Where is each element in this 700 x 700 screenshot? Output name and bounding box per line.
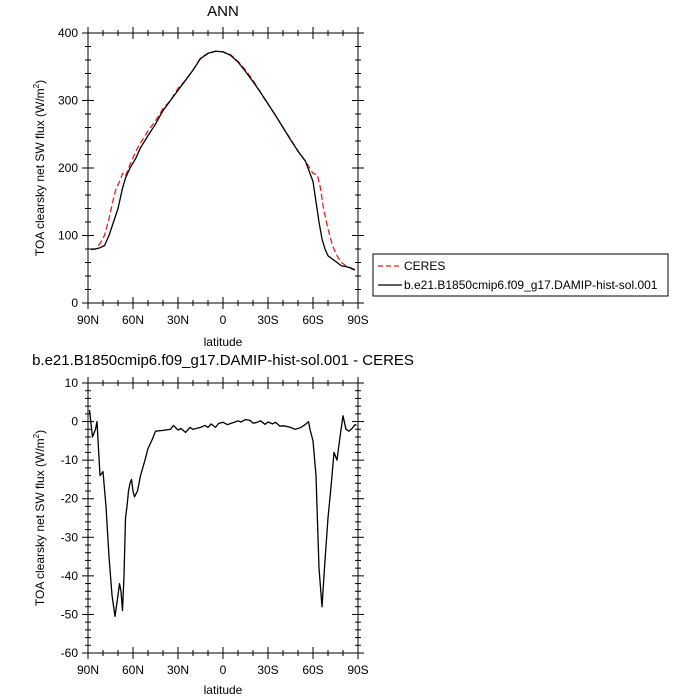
top-xtick-label: 0 xyxy=(220,313,227,327)
top-series-line-0 xyxy=(90,50,356,272)
bottom-xtick-label: 30N xyxy=(167,663,189,677)
bottom-plot-area: 10 0 -10 -20 -30 -40 -50 -60 90N 60N 30N 0 30S 60S 90S xyxy=(61,376,369,677)
bottom-ytick-label: -20 xyxy=(61,492,79,506)
top-xtick-label: 30S xyxy=(257,313,278,327)
bottom-ytick-label: 0 xyxy=(71,415,78,429)
bottom-xtick-label: 30S xyxy=(257,663,278,677)
bottom-ytick-label: -30 xyxy=(61,530,79,544)
top-ytick-label: 100 xyxy=(58,229,78,243)
top-plot-area: 0 100 200 300 400 90N 60N 30N 0 30S 60S 90S xyxy=(58,26,369,327)
legend-model-label: b.e21.B1850cmip6.f09_g17.DAMIP-hist-sol.… xyxy=(404,278,658,292)
top-xtick-label: 30N xyxy=(167,313,189,327)
bottom-xtick-label: 90S xyxy=(347,663,368,677)
bottom-xtick-label: 60S xyxy=(302,663,323,677)
bottom-chart: b.e21.B1850cmip6.f09_g17.DAMIP-hist-sol.… xyxy=(32,352,414,697)
top-xtick-label: 90N xyxy=(77,313,99,327)
top-chart-title: ANN xyxy=(207,3,239,20)
top-chart-xlabel: latitude xyxy=(204,335,243,349)
top-ytick-label: 0 xyxy=(71,296,78,310)
legend-box xyxy=(372,253,669,297)
bottom-ytick-label: -40 xyxy=(61,569,79,583)
bottom-ytick-label: 10 xyxy=(65,376,79,390)
bottom-xtick-label: 60N xyxy=(122,663,144,677)
top-chart: ANN 0 100 200 300 400 90N 60N 30N 0 30S 60S 90S lat… xyxy=(32,3,669,349)
top-xtick-label: 90S xyxy=(347,313,368,327)
legend-ceres-label: CERES xyxy=(404,259,445,273)
top-frame xyxy=(87,32,359,304)
top-chart-ylabel: TOA clearsky net SW flux (W/m2) xyxy=(32,80,47,256)
bottom-ytick-label: -10 xyxy=(61,453,79,467)
bottom-ytick-label: -60 xyxy=(61,646,79,660)
top-ytick-label: 200 xyxy=(58,161,78,175)
bottom-ytick-label: -50 xyxy=(61,607,79,621)
bottom-chart-xlabel: latitude xyxy=(204,683,243,697)
bottom-chart-title: b.e21.B1850cmip6.f09_g17.DAMIP-hist-sol.… xyxy=(32,352,414,369)
top-ytick-label: 300 xyxy=(58,94,78,108)
bottom-xtick-label: 90N xyxy=(77,663,99,677)
top-series-line-1 xyxy=(91,50,356,271)
bottom-xtick-label: 0 xyxy=(220,663,227,677)
bottom-chart-ylabel: TOA clearsky net SW flux (W/m2) xyxy=(32,430,47,606)
top-xtick-label: 60N xyxy=(122,313,144,327)
top-ytick-label: 400 xyxy=(58,26,78,40)
legend: CERES b.e21.B1850cmip6.f09_g17.DAMIP-his… xyxy=(372,253,669,297)
bottom-series-line-0 xyxy=(88,409,357,618)
top-xtick-label: 60S xyxy=(302,313,323,327)
